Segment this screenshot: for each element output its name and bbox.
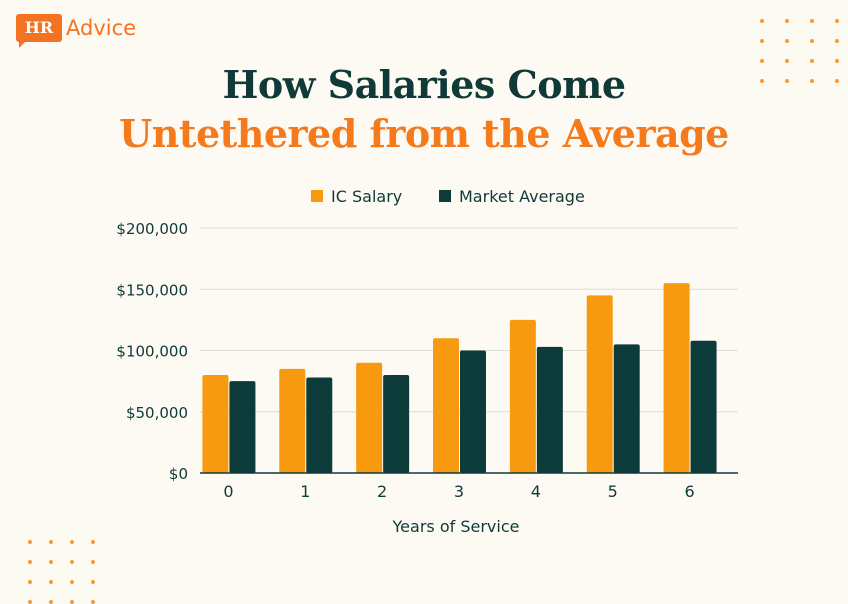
decorative-dot	[835, 19, 839, 23]
x-tick-label: 4	[531, 482, 541, 501]
decorative-dot	[760, 19, 764, 23]
decorative-dot	[785, 39, 789, 43]
decorative-dot	[70, 540, 74, 544]
bar-ic-salary	[433, 338, 459, 473]
bar-ic-salary	[202, 375, 229, 473]
logo-badge: HR	[16, 14, 62, 42]
decorative-dot	[49, 560, 53, 564]
decorative-dot	[760, 59, 764, 63]
decorative-dot	[760, 79, 764, 83]
chart-title-line2: Untethered from the Average	[119, 111, 729, 156]
legend-swatch	[439, 190, 451, 202]
bar-market-average	[460, 350, 486, 473]
decorative-dot	[70, 600, 74, 604]
decorative-dots-top-right	[760, 19, 839, 83]
decorative-dot	[49, 540, 53, 544]
x-tick-label: 1	[300, 482, 310, 501]
logo-speech-tail	[19, 40, 33, 48]
bar-market-average	[383, 375, 410, 473]
decorative-dot	[760, 39, 764, 43]
decorative-dot	[28, 600, 32, 604]
hr-advice-logo: HR Advice	[16, 14, 156, 50]
logo-text: Advice	[66, 16, 137, 40]
decorative-dot	[49, 600, 53, 604]
decorative-dot	[49, 580, 53, 584]
bar-market-average	[536, 346, 563, 473]
chart-title-line1: How Salaries Come	[222, 62, 626, 107]
bar-market-average	[613, 344, 640, 473]
x-tick-label: 0	[223, 482, 233, 501]
bar-market-average	[306, 377, 333, 473]
decorative-dot	[785, 59, 789, 63]
bar-market-average	[690, 340, 717, 473]
x-axis-label: Years of Service	[392, 517, 520, 536]
bar-ic-salary	[279, 368, 306, 473]
x-tick-label: 2	[377, 482, 387, 501]
decorative-dot	[70, 560, 74, 564]
bar-market-average	[229, 381, 256, 473]
bar-ic-salary	[356, 362, 383, 473]
legend-label: IC Salary	[331, 187, 402, 206]
legend-swatch	[311, 190, 323, 202]
decorative-dot	[835, 39, 839, 43]
decorative-dot	[28, 560, 32, 564]
decorative-dot	[835, 59, 839, 63]
decorative-dot	[785, 19, 789, 23]
y-tick-label: $100,000	[116, 343, 188, 361]
decorative-dot	[91, 580, 95, 584]
decorative-dot	[28, 540, 32, 544]
decorative-dot	[810, 19, 814, 23]
x-tick-label: 6	[684, 482, 694, 501]
decorative-dot	[70, 580, 74, 584]
decorative-dot	[91, 600, 95, 604]
bar-ic-salary	[663, 283, 690, 473]
decorative-dot	[28, 580, 32, 584]
decorative-dot	[810, 79, 814, 83]
decorative-dot	[91, 560, 95, 564]
bar-ic-salary	[586, 295, 613, 473]
bar-ic-salary	[509, 319, 536, 473]
y-tick-label: $50,000	[126, 404, 188, 422]
legend-label: Market Average	[459, 187, 585, 206]
y-tick-label: $0	[169, 465, 188, 483]
x-tick-label: 3	[454, 482, 464, 501]
x-tick-label: 5	[608, 482, 618, 501]
decorative-dot	[785, 79, 789, 83]
y-tick-label: $200,000	[116, 220, 188, 238]
y-tick-label: $150,000	[116, 281, 188, 299]
decorative-dot	[91, 540, 95, 544]
decorative-dot	[810, 39, 814, 43]
decorative-dot	[810, 59, 814, 63]
decorative-dot	[835, 79, 839, 83]
